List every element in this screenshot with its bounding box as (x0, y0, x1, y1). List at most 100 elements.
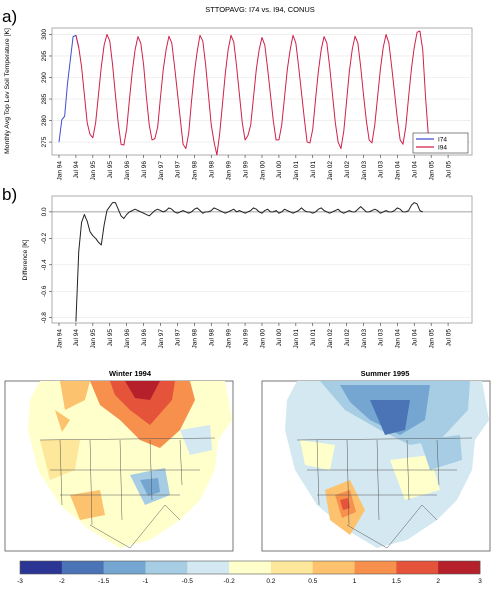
colorbar-tick-label: -1.5 (98, 578, 110, 585)
x-tick-label: Jan 03 (361, 329, 368, 349)
legend-label-i74: I74 (438, 137, 447, 144)
temperature-chart: Monthly Avg Top Lev Soil Temperature [K]… (4, 27, 473, 181)
colorbar-tick-label: 1.5 (392, 578, 401, 585)
x-tick-label: Jan 96 (124, 161, 131, 181)
x-tick-label: Jan 97 (158, 329, 165, 349)
x-tick-label: Jan 00 (259, 329, 266, 349)
map-title-d: Summer 1995 (361, 369, 410, 378)
x-tick-label: Jul 04 (412, 329, 419, 347)
colorbar-tick-label: 0.2 (266, 578, 275, 585)
y-tick-label: 280 (41, 115, 48, 126)
x-tick-label: Jul 02 (344, 161, 351, 179)
x-tick-label: Jul 05 (445, 161, 452, 179)
series-line-i74 (58, 34, 80, 143)
legend-box (412, 132, 469, 154)
x-tick-label: Jul 96 (141, 161, 148, 179)
colorbar-tick-label: -3 (17, 578, 23, 585)
x-tick-label: Jul 01 (310, 329, 317, 347)
x-tick-label: Jan 94 (56, 329, 63, 349)
colorbar-swatch (145, 561, 188, 574)
x-tick-label: Jul 98 (209, 161, 216, 179)
y-tick-label: -0.2 (41, 232, 48, 244)
x-tick-label: Jul 03 (378, 161, 385, 179)
x-tick-label: Jul 94 (73, 329, 80, 347)
colorbar-tick-label: -0.5 (182, 578, 194, 585)
y-tick-label: -0.8 (41, 312, 48, 324)
x-tick-label: Jan 04 (395, 329, 402, 349)
x-tick-label: Jan 98 (192, 329, 199, 349)
colorbar-tick-label: 1 (353, 578, 357, 585)
x-tick-label: Jan 03 (361, 161, 368, 181)
x-tick-label: Jan 99 (225, 161, 232, 181)
series-line-i94 (75, 30, 429, 156)
x-tick-label: Jan 04 (395, 161, 402, 181)
x-tick-label: Jul 96 (141, 329, 148, 347)
colorbar-tick-label: -2 (59, 578, 65, 585)
colorbar-swatch (61, 561, 104, 574)
colorbar-swatch (312, 561, 355, 574)
map-title-c: Winter 1994 (109, 369, 152, 378)
colorbar: -3 -2 -1.5 -1 -0.5 -0.2 0.2 0.5 1 1.5 2 3 (17, 560, 482, 585)
plot-frame-b (51, 195, 473, 324)
x-tick-label: Jul 97 (175, 161, 182, 179)
x-tick-label: Jul 03 (378, 329, 385, 347)
y-axis-label-a: Monthly Avg Top Lev Soil Temperature [K] (4, 28, 11, 154)
x-tick-label: Jan 96 (124, 329, 131, 349)
y-tick-label: 285 (41, 93, 48, 104)
colorbar-swatch (270, 561, 314, 574)
y-tick-label: 275 (41, 136, 48, 147)
legend-label-i94: I94 (438, 145, 447, 152)
colorbar-tick-label: -0.2 (223, 578, 235, 585)
panel-label-a: a) (2, 7, 17, 26)
series-line-difference (75, 202, 423, 322)
colorbar-swatch (438, 561, 481, 574)
colorbar-swatch (103, 561, 146, 574)
figure-title: STTOPAVG: I74 vs. I94, CONUS (205, 5, 315, 14)
x-tick-label: Jan 02 (327, 161, 334, 181)
colorbar-swatch (396, 561, 439, 574)
x-tick-label: Jan 95 (90, 161, 97, 181)
x-tick-label: Jan 05 (428, 329, 435, 349)
y-tick-label: 300 (41, 29, 48, 40)
panel-label-b: b) (2, 185, 17, 204)
x-tick-label: Jul 98 (209, 329, 216, 347)
x-tick-label: Jul 02 (344, 329, 351, 347)
x-tick-label: Jul 94 (73, 161, 80, 179)
difference-chart: Difference [K] 0.0 -0.2 -0.4 -0.6 -0.8 Jan 9… (22, 195, 473, 349)
x-tick-label: Jul 05 (445, 329, 452, 347)
x-tick-label: Jan 02 (327, 329, 334, 349)
map-summer-1995 (261, 380, 491, 552)
y-axis-label-b: Difference [K] (22, 239, 29, 280)
x-tick-label: Jan 05 (428, 161, 435, 181)
x-tick-label: Jan 95 (90, 329, 97, 349)
colorbar-swatch (187, 561, 230, 574)
x-tick-label: Jan 00 (259, 161, 266, 181)
legend: I74 I94 (412, 132, 469, 154)
map-winter-1994 (4, 380, 234, 552)
x-tick-label: Jul 99 (242, 329, 249, 347)
x-tick-label: Jul 97 (175, 329, 182, 347)
y-tick-label: 295 (41, 50, 48, 61)
y-tick-label: 290 (41, 72, 48, 83)
y-tick-label: 0.0 (41, 207, 48, 216)
colorbar-swatch (229, 561, 272, 574)
colorbar-swatch (354, 561, 397, 574)
x-tick-label: Jan 99 (225, 329, 232, 349)
x-tick-label: Jul 99 (242, 161, 249, 179)
x-tick-label: Jan 01 (293, 329, 300, 349)
y-tick-label: -0.6 (41, 285, 48, 297)
colorbar-tick-label: 2 (436, 578, 440, 585)
x-tick-label: Jan 98 (192, 161, 199, 181)
x-tick-label: Jul 01 (310, 161, 317, 179)
colorbar-frame (19, 560, 481, 575)
colorbar-tick-label: 0.5 (308, 578, 317, 585)
x-tick-label: Jul 00 (276, 329, 283, 347)
colorbar-tick-label: -1 (143, 578, 149, 585)
x-tick-label: Jul 95 (107, 161, 114, 179)
x-tick-label: Jul 04 (412, 161, 419, 179)
x-tick-label: Jan 94 (56, 161, 63, 181)
colorbar-tick-label: 3 (478, 578, 482, 585)
x-tick-label: Jul 95 (107, 329, 114, 347)
x-tick-label: Jan 01 (293, 161, 300, 181)
